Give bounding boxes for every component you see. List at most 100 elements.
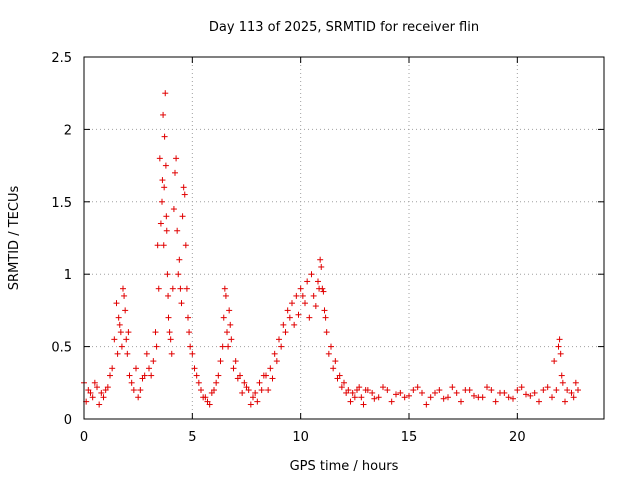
data-point xyxy=(221,285,228,292)
data-point xyxy=(163,227,170,234)
data-point xyxy=(187,343,194,350)
data-point xyxy=(306,314,313,321)
data-point xyxy=(123,336,130,343)
x-tick-label: 0 xyxy=(80,430,88,445)
data-point xyxy=(228,336,235,343)
data-point xyxy=(160,242,167,249)
data-point xyxy=(148,372,155,379)
data-point xyxy=(220,314,227,321)
data-point xyxy=(121,292,128,299)
x-tick-label: 5 xyxy=(188,430,196,445)
data-point xyxy=(358,394,365,401)
data-point xyxy=(308,271,315,278)
data-point xyxy=(320,288,327,295)
data-point xyxy=(527,392,534,399)
data-point xyxy=(176,256,183,263)
data-point xyxy=(96,401,103,408)
data-point xyxy=(297,285,304,292)
data-point xyxy=(371,395,378,402)
data-point xyxy=(549,394,555,401)
data-point xyxy=(239,389,246,396)
data-point xyxy=(91,379,98,386)
data-point xyxy=(278,343,285,350)
data-point xyxy=(227,321,234,328)
data-point xyxy=(161,133,168,140)
data-point xyxy=(269,375,276,382)
data-point xyxy=(130,387,137,394)
data-point xyxy=(284,307,291,314)
data-point xyxy=(445,394,451,401)
data-point xyxy=(510,395,516,402)
x-tick-label: 15 xyxy=(401,430,418,445)
data-point xyxy=(170,206,177,213)
data-point xyxy=(222,292,229,299)
y-tick-label: 2.5 xyxy=(51,51,72,66)
data-point xyxy=(436,387,443,394)
data-point xyxy=(304,278,311,285)
data-point xyxy=(200,394,207,401)
data-point xyxy=(562,398,568,405)
data-point xyxy=(282,329,289,336)
data-point xyxy=(315,278,321,285)
data-point xyxy=(181,191,188,198)
data-point xyxy=(568,389,575,396)
data-point xyxy=(260,372,267,379)
data-point xyxy=(164,271,171,278)
data-point xyxy=(321,307,328,314)
data-point xyxy=(225,343,232,350)
y-axis-label: SRMTID / TECUs xyxy=(7,186,22,291)
data-point xyxy=(397,389,404,396)
data-point xyxy=(198,387,204,394)
data-point xyxy=(501,389,508,396)
data-point xyxy=(195,379,202,386)
data-point xyxy=(152,329,159,336)
data-point xyxy=(219,343,226,350)
data-point xyxy=(341,379,347,386)
data-point xyxy=(553,387,560,394)
data-point xyxy=(104,384,111,391)
data-point xyxy=(165,292,172,299)
data-point xyxy=(310,292,317,299)
data-points xyxy=(81,90,581,408)
data-point xyxy=(291,321,298,328)
data-point xyxy=(234,375,241,382)
y-tick-label: 1 xyxy=(64,268,72,283)
data-point xyxy=(113,300,120,307)
data-point xyxy=(475,394,482,401)
data-point xyxy=(179,213,186,220)
data-point xyxy=(369,389,376,396)
data-point xyxy=(432,389,438,396)
data-point xyxy=(360,401,367,408)
data-point xyxy=(531,389,538,396)
data-point xyxy=(401,394,408,401)
data-point xyxy=(120,285,126,292)
data-point xyxy=(471,392,477,399)
data-point xyxy=(163,213,170,220)
data-point xyxy=(449,384,456,391)
data-point xyxy=(492,398,499,405)
data-point xyxy=(488,387,495,394)
data-point xyxy=(116,321,123,328)
data-point xyxy=(265,387,272,394)
data-point xyxy=(364,387,371,394)
data-point xyxy=(247,401,254,408)
data-point xyxy=(347,398,354,405)
data-point xyxy=(317,256,324,263)
data-point xyxy=(182,242,189,249)
data-point xyxy=(440,395,447,402)
data-point xyxy=(267,365,274,372)
chart-title: Day 113 of 2025, SRMTID for receiver fli… xyxy=(209,20,479,35)
data-point xyxy=(150,358,157,365)
data-point xyxy=(536,398,542,405)
data-point xyxy=(204,398,211,405)
data-point xyxy=(162,90,169,97)
x-axis-label: GPS time / hours xyxy=(290,459,399,474)
data-point xyxy=(252,389,259,396)
data-point xyxy=(174,227,181,234)
data-point xyxy=(293,292,300,299)
data-point xyxy=(193,372,200,379)
data-point xyxy=(256,379,263,386)
y-tick-label: 1.5 xyxy=(51,196,72,211)
data-point xyxy=(514,387,521,394)
